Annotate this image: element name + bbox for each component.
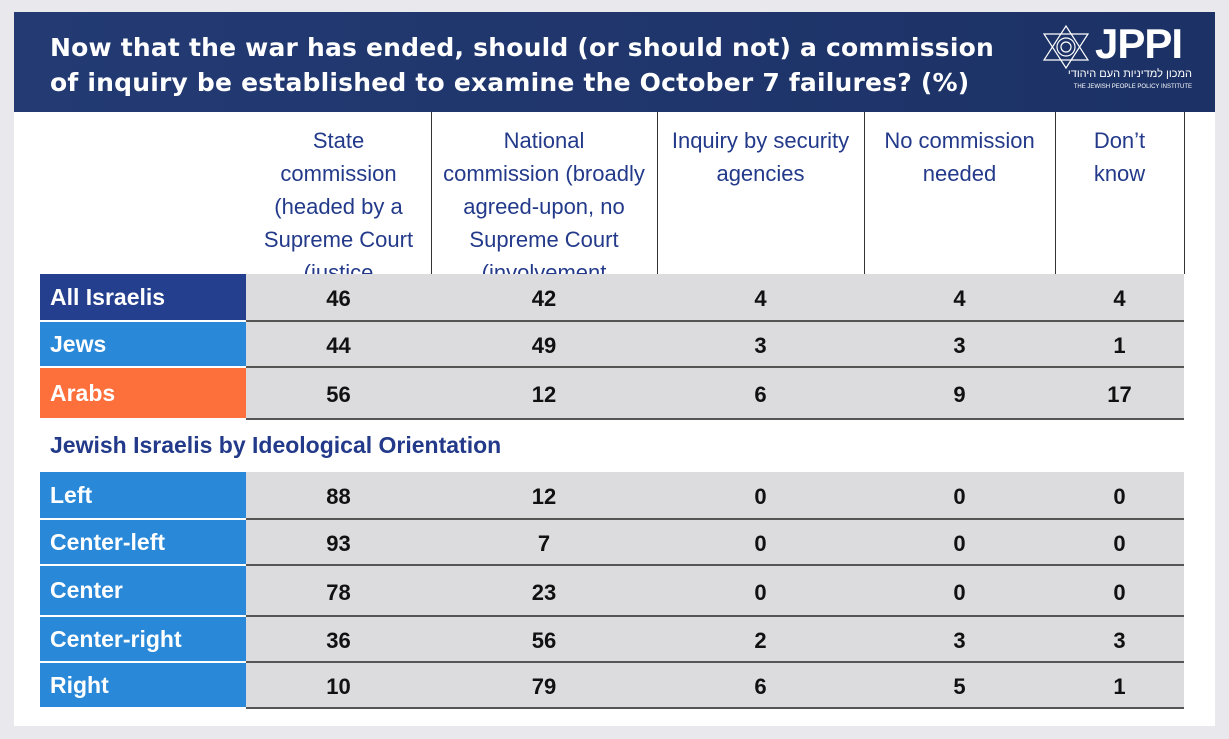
table-cell: 36	[326, 628, 351, 653]
table-cell: 4	[754, 286, 767, 311]
table-row: 44 49 3 3 1	[246, 322, 1184, 368]
table-cell: 0	[953, 484, 966, 509]
row-label: All Israelis	[40, 274, 246, 320]
table-cell: 56	[531, 628, 557, 653]
table-row: 46 42 4 4 4	[246, 274, 1184, 322]
header-band	[14, 12, 1215, 112]
table-cell: 0	[953, 531, 966, 556]
column-header: Don’t know	[1093, 128, 1146, 186]
table-cell: 4	[1113, 286, 1126, 311]
table-cell: 0	[1113, 579, 1126, 605]
table-row: 93 7 0 0 0	[246, 520, 1184, 566]
row-label: Center-left	[40, 520, 246, 564]
table-cell: 56	[326, 382, 351, 407]
table-cell: 0	[953, 579, 966, 605]
row-label: Center-right	[40, 617, 246, 661]
table-cell: 42	[531, 286, 557, 311]
table-cell: 0	[754, 531, 767, 556]
table-cell: 79	[531, 674, 557, 699]
jppi-logo: JPPI המכון למדיניות העם היהודי THE JEWIS…	[1040, 20, 1200, 99]
table-cell: 5	[953, 674, 966, 699]
table-row: 10 79 6 5 1	[246, 663, 1184, 709]
column-divider	[431, 112, 432, 274]
column-divider	[1184, 112, 1185, 274]
table-cell: 3	[953, 333, 966, 358]
table-cell: 9	[953, 382, 966, 407]
column-divider	[864, 112, 865, 274]
row-label: Arabs	[40, 368, 246, 418]
table-cell: 49	[531, 333, 557, 358]
table-cell: 93	[326, 531, 351, 556]
table-cell: 44	[326, 333, 351, 358]
row-label: Jews	[40, 322, 246, 366]
column-header: Inquiry by security agencies	[671, 128, 850, 186]
row-label: Center	[40, 566, 246, 615]
table-cell: 78	[326, 579, 351, 605]
table-row: 78 23 0 0 0	[246, 566, 1184, 617]
table-cell: 6	[754, 382, 767, 407]
row-label: Right	[40, 663, 246, 707]
column-header: No commission needed	[884, 128, 1035, 186]
table-cell: 0	[1113, 531, 1126, 556]
column-divider	[657, 112, 658, 274]
table-row: 56 12 6 9 17	[246, 368, 1184, 420]
table-cell: 0	[754, 484, 767, 509]
table-cell: 46	[326, 286, 351, 311]
row-label: Left	[40, 472, 246, 518]
table-cell: 3	[754, 333, 767, 358]
column-divider	[1055, 112, 1056, 274]
table-cell: 12	[531, 382, 557, 407]
table-row: 88 12 0 0 0	[246, 472, 1184, 520]
table-cell: 7	[537, 531, 551, 556]
table-cell: 3	[953, 628, 966, 653]
table-cell: 10	[326, 674, 351, 699]
table-cell: 2	[754, 628, 767, 653]
table-cell: 3	[1113, 628, 1126, 653]
table-cell: 1	[1113, 333, 1126, 358]
logo-english: THE JEWISH PEOPLE POLICY INSTITUTE	[1073, 84, 1192, 90]
logo-hebrew: המכון למדיניות העם היהודי	[1067, 68, 1192, 80]
table-cell: 0	[1113, 484, 1126, 509]
section-label: Jewish Israelis by Ideological Orientati…	[50, 432, 502, 458]
table-cell: 6	[754, 674, 767, 699]
table-cell: 12	[531, 484, 557, 509]
star-logo-icon	[1042, 24, 1090, 70]
table-cell: 23	[531, 579, 557, 605]
table-cell: 88	[326, 484, 351, 509]
table-row: 36 56 2 3 3	[246, 617, 1184, 663]
table-cell: 1	[1113, 674, 1126, 699]
table-cell: 17	[1107, 382, 1132, 407]
column-header: State commission (headed by a Supreme Co…	[263, 128, 414, 285]
column-header: National commission (broadly agreed-upon…	[443, 128, 645, 285]
table-cell: 0	[754, 579, 767, 605]
table-cell: 4	[953, 286, 966, 311]
logo-text: JPPI	[1095, 20, 1183, 67]
page-title: Now that the war has ended, should (or s…	[50, 33, 994, 97]
